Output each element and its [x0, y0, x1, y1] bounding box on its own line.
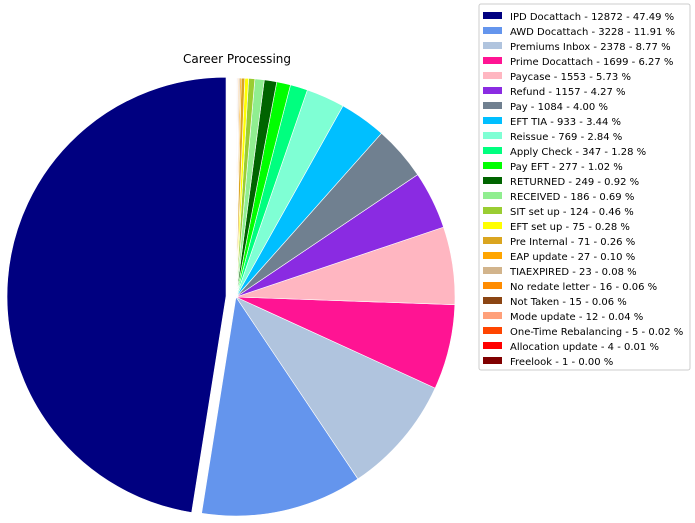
legend-entry: Pay EFT - 277 - 1.02 %: [510, 162, 623, 173]
legend-swatch: [483, 177, 502, 184]
legend-frame: [478, 3, 691, 371]
pie-slices: [6, 76, 456, 517]
legend-swatch: [483, 267, 502, 274]
legend-entry: IPD Docattach - 12872 - 47.49 %: [510, 12, 674, 23]
legend-entry: Pay - 1084 - 4.00 %: [510, 102, 608, 113]
legend-entry: EAP update - 27 - 0.10 %: [510, 252, 635, 263]
legend-entry: RETURNED - 249 - 0.92 %: [510, 177, 639, 188]
legend-swatch: [483, 87, 502, 94]
legend-swatch: [483, 297, 502, 304]
legend-swatch: [483, 312, 502, 319]
legend-swatch: [483, 327, 502, 334]
legend-swatch: [483, 117, 502, 124]
legend-swatch: [483, 342, 502, 349]
legend-entry: No redate letter - 16 - 0.06 %: [510, 282, 657, 293]
legend-swatch: [483, 102, 502, 109]
legend-swatch: [483, 72, 502, 79]
pie-slice-ipd-docattach: [6, 76, 227, 513]
legend-swatch: [483, 132, 502, 139]
legend-swatch: [483, 42, 502, 49]
legend-swatch: [483, 147, 502, 154]
legend-entry: AWD Docattach - 3228 - 11.91 %: [510, 27, 675, 38]
pie-slice-premiums-inbox: [235, 296, 436, 480]
legend-swatch: [483, 27, 502, 34]
legend-swatch: [483, 162, 502, 169]
legend-swatch: [483, 12, 502, 19]
legend-entry: EFT set up - 75 - 0.28 %: [510, 222, 630, 233]
legend-swatch: [483, 192, 502, 199]
legend-entry: Apply Check - 347 - 1.28 %: [510, 147, 646, 158]
legend-entry: Refund - 1157 - 4.27 %: [510, 87, 626, 98]
legend-entry: EFT TIA - 933 - 3.44 %: [510, 117, 621, 128]
legend-swatch: [483, 357, 502, 364]
legend-entry: Paycase - 1553 - 5.73 %: [510, 72, 631, 83]
legend-swatch: [483, 222, 502, 229]
legend-entry: Prime Docattach - 1699 - 6.27 %: [510, 57, 673, 68]
legend-swatch: [483, 57, 502, 64]
legend-entry: TIAEXPIRED - 23 - 0.08 %: [509, 267, 637, 278]
legend-entry: Allocation update - 4 - 0.01 %: [510, 342, 659, 353]
legend-entry: Reissue - 769 - 2.84 %: [510, 132, 622, 143]
legend-entry: Freelook - 1 - 0.00 %: [510, 357, 613, 368]
legend: IPD Docattach - 12872 - 47.49 % AWD Docat…: [478, 3, 691, 371]
legend-entry: Not Taken - 15 - 0.06 %: [510, 297, 627, 308]
chart-title: Career Processing: [183, 52, 291, 66]
legend-entry: RECEIVED - 186 - 0.69 %: [510, 192, 634, 203]
legend-entry: Mode update - 12 - 0.04 %: [510, 312, 643, 323]
legend-entry: One-Time Rebalancing - 5 - 0.02 %: [510, 327, 683, 338]
legend-swatch: [483, 252, 502, 259]
legend-swatch: [483, 237, 502, 244]
pie-slice-awd-docattach: [201, 296, 359, 517]
legend-entry: Premiums Inbox - 2378 - 8.77 %: [510, 42, 671, 53]
legend-swatch: [483, 207, 502, 214]
legend-swatch: [483, 282, 502, 289]
legend-entry: Pre Internal - 71 - 0.26 %: [510, 237, 635, 248]
legend-entry: SIT set up - 124 - 0.46 %: [510, 207, 634, 218]
